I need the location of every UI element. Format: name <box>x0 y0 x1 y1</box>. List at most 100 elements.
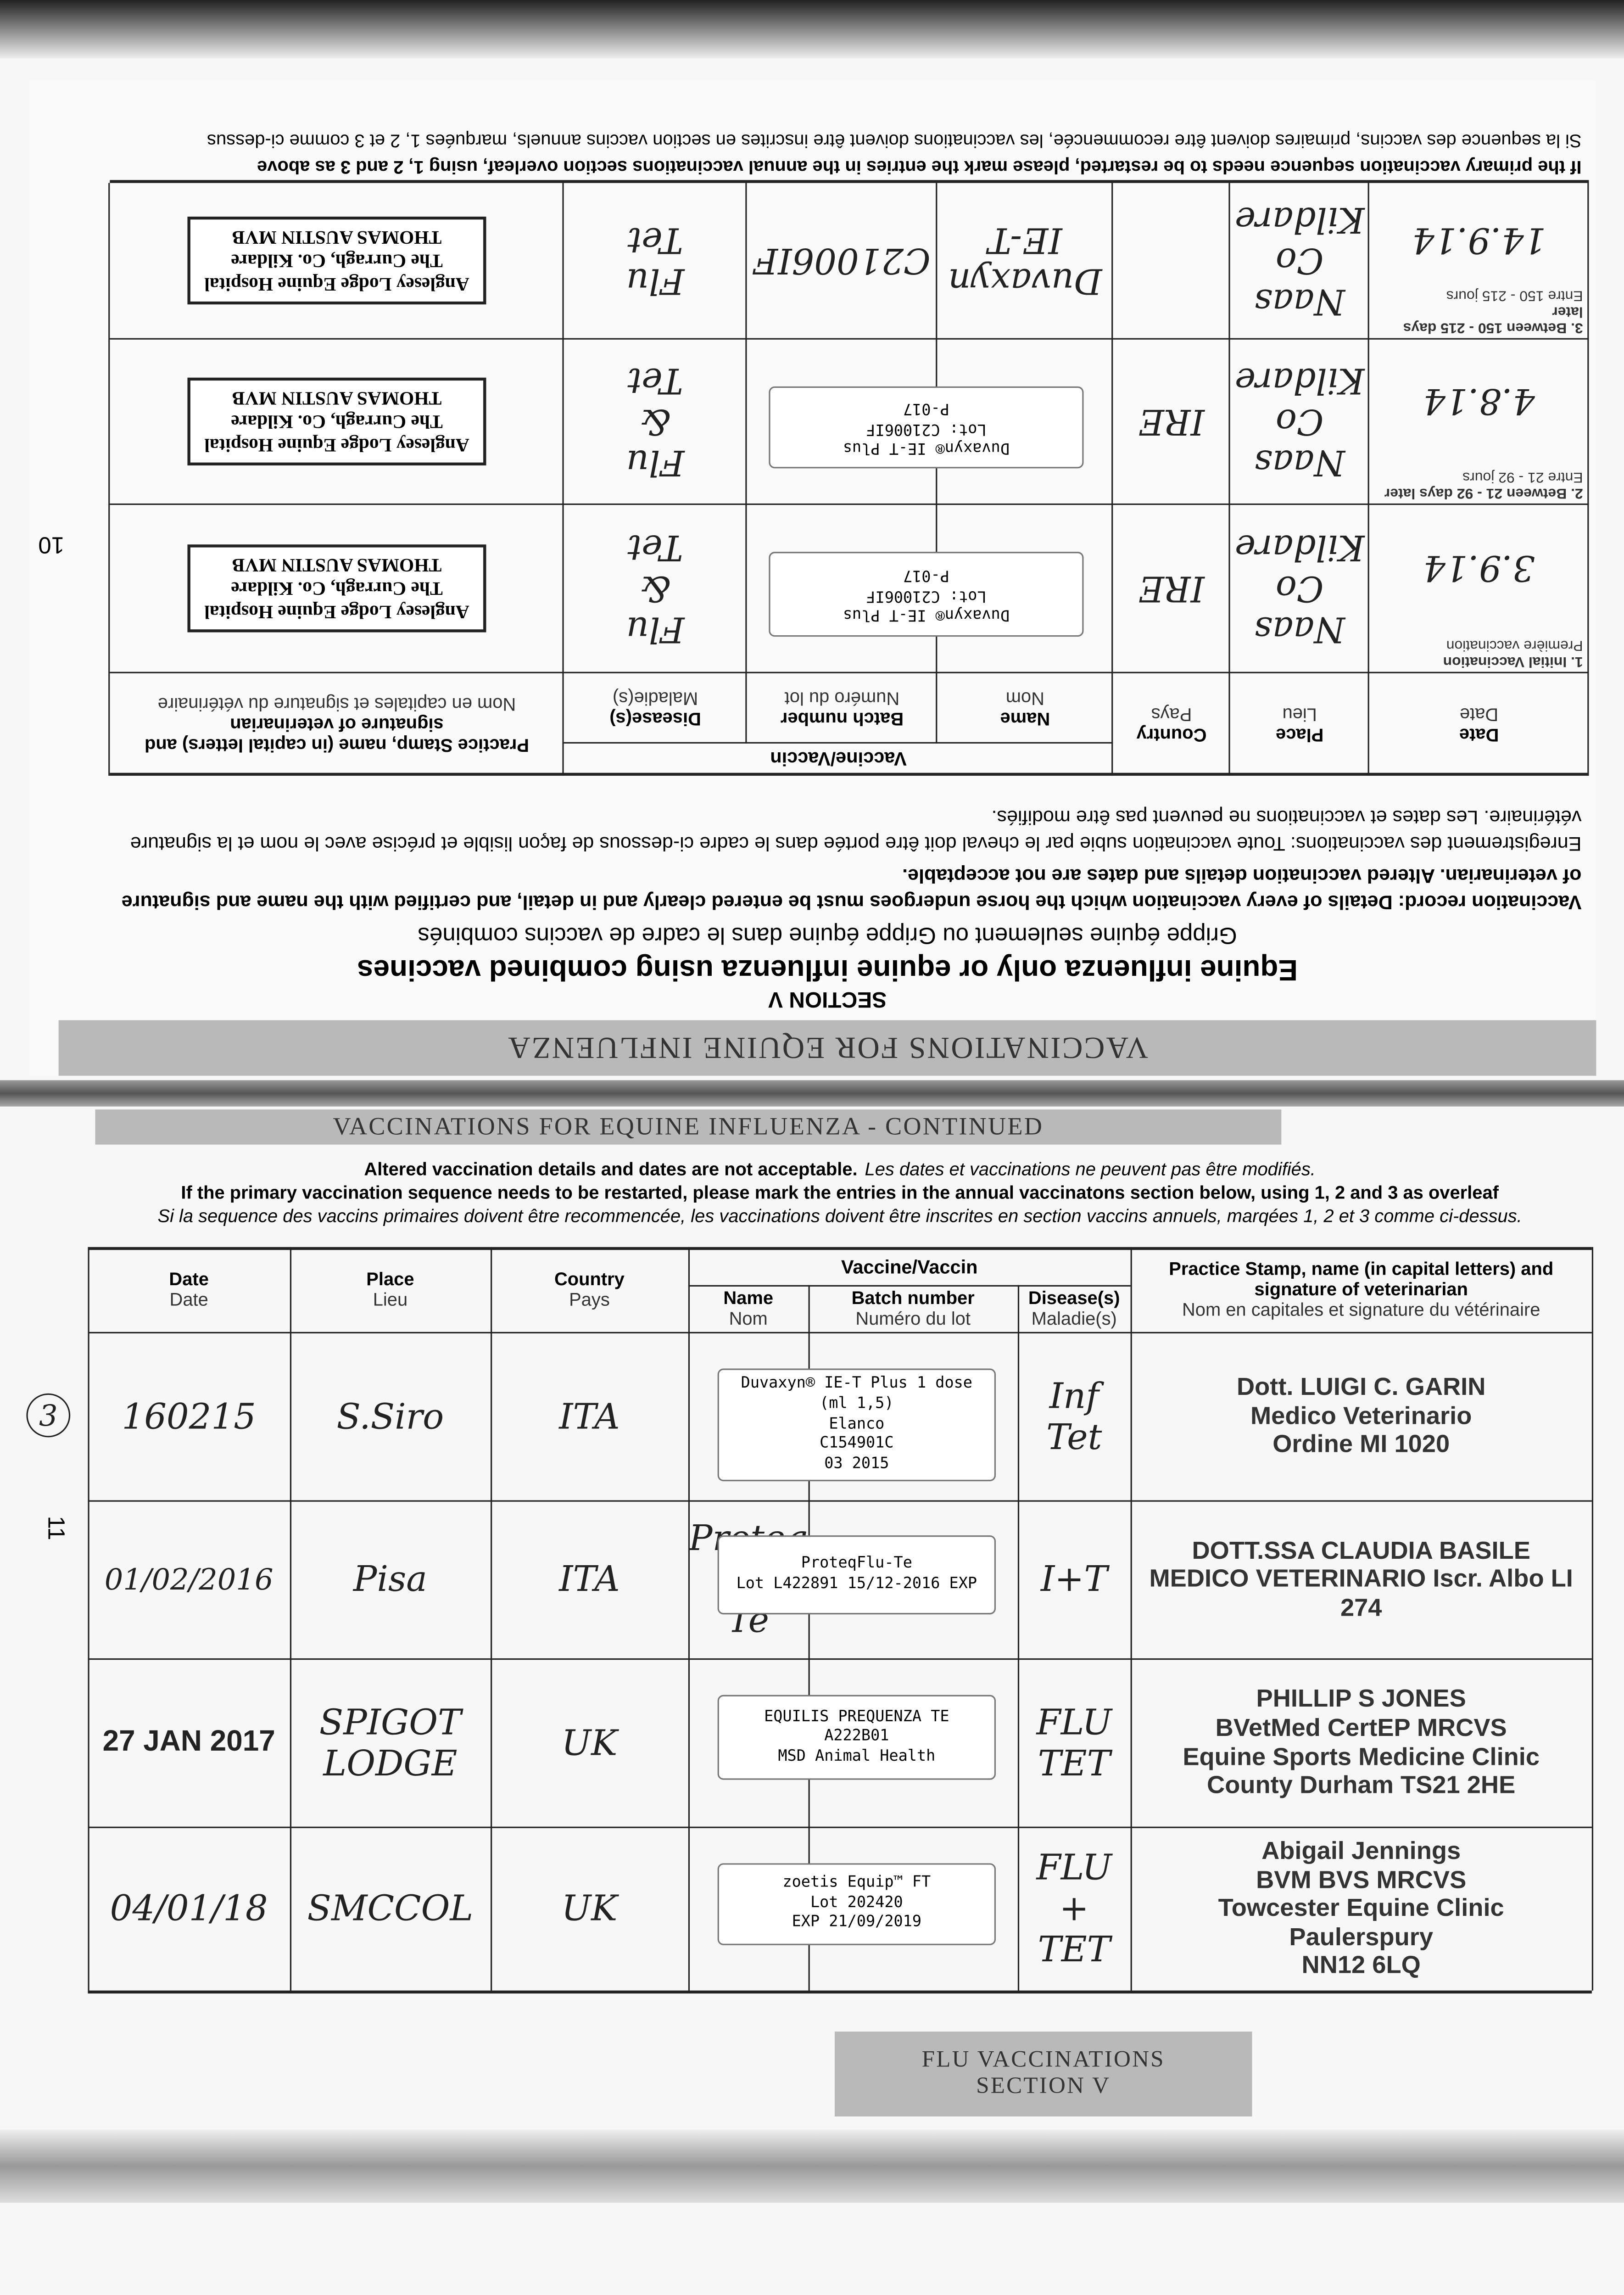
stamp-text: Equine Sports Medicine Clinic <box>1183 1742 1540 1770</box>
practice-stamp: DOTT.SSA CLAUDIA BASILE MEDICO VETERINARI… <box>1139 1536 1583 1622</box>
footer-band: FLU VACCINATIONS SECTION V <box>834 2032 1252 2117</box>
sticker-text: zoetis Equip™ FT <box>782 1874 931 1892</box>
header-en: Country <box>554 1269 625 1290</box>
stamp-cell: DOTT.SSA CLAUDIA BASILE MEDICO VETERINARI… <box>1131 1500 1592 1658</box>
date-cell: 27 JAN 2017 <box>88 1658 290 1827</box>
date-cell: 04/01/18 <box>88 1827 290 1991</box>
sticker-text: Elanco <box>829 1415 885 1433</box>
disease-text: + TET <box>1038 1888 1111 1970</box>
stamp-text: County Durham TS21 2HE <box>1207 1771 1516 1799</box>
footer-text: SECTION V <box>976 2074 1111 2099</box>
header-text: VACCINATIONS FOR EQUINE INFLUENZA - CONT… <box>333 1112 1044 1141</box>
header-fr: Nom <box>729 1308 768 1329</box>
header-fr: Lieu <box>373 1289 408 1310</box>
rule <box>491 1247 492 1991</box>
book-gutter <box>0 1080 1624 1107</box>
rule <box>808 1285 810 1991</box>
stamp-text: Ordine MI 1020 <box>1272 1430 1450 1458</box>
rule <box>688 1247 690 1991</box>
place-text: SPIGOT <box>319 1701 462 1743</box>
header-fr: Nom en capitales et signature du vétérin… <box>1182 1299 1540 1321</box>
vaccine-sticker: ProteqFlu-Te Lot L422891 15/12-2016 EXP <box>717 1535 996 1614</box>
column-header: Place Lieu <box>290 1247 491 1332</box>
date-text: 27 JAN 2017 <box>102 1725 275 1758</box>
place-cell: SMCCOL <box>290 1827 491 1991</box>
stamp-cell: Abigail Jennings BVM BVS MRCVS Towcester E… <box>1131 1827 1592 1991</box>
vaccine-sticker: zoetis Equip™ FT Lot 202420 EXP 21/09/2019 <box>717 1863 996 1945</box>
rule <box>688 1285 1131 1287</box>
stamp-text: Towcester Equine Clinic <box>1218 1894 1504 1922</box>
sticker-text: A222B01 <box>824 1727 889 1745</box>
note-fr: Si la sequence des vaccins primaires doi… <box>157 1206 1522 1227</box>
stamp-cell: Dott. LUIGI C. GARIN Medico Veterinario Or… <box>1131 1332 1592 1500</box>
sticker-text: 03 2015 <box>824 1455 889 1472</box>
header-en: Practice Stamp, name (in capital letters… <box>1169 1259 1554 1300</box>
disease-cell: FLU + TET <box>1018 1827 1131 1991</box>
row-marker: 3 <box>26 1393 71 1437</box>
sticker-text: ProteqFlu-Te <box>801 1554 912 1573</box>
practice-stamp: Abigail Jennings BVM BVS MRCVS Towcester E… <box>1218 1837 1504 1980</box>
rule <box>88 1500 1592 1502</box>
disease-cell: Inf Tet <box>1018 1332 1131 1500</box>
header-fr: Pays <box>569 1289 610 1310</box>
sticker-text: C154901C <box>820 1434 894 1452</box>
disease-cell: I+T <box>1018 1500 1131 1658</box>
place-text: S.Siro <box>336 1395 444 1437</box>
disease-text: I+T <box>1040 1559 1108 1600</box>
place-text: SMCCOL <box>307 1888 474 1929</box>
sticker-text: Lot L422891 15/12-2016 EXP <box>736 1574 977 1592</box>
sticker-text: EQUILIS PREQUENZA TE <box>764 1707 949 1725</box>
disease-text: Tet <box>1046 1416 1102 1457</box>
date-text: 160215 <box>122 1395 256 1437</box>
note-fr: Les dates et vaccinations ne peuvent pas… <box>865 1159 1316 1180</box>
header-fr: Numéro du lot <box>855 1308 971 1329</box>
rule <box>88 1658 1592 1660</box>
rule <box>88 1247 1592 1249</box>
place-text: Pisa <box>353 1559 427 1600</box>
rule <box>88 1990 1592 1992</box>
header-fr: Date <box>169 1289 208 1310</box>
header-fr: Maladie(s) <box>1031 1308 1117 1329</box>
header-en: Date <box>169 1269 209 1290</box>
vaccine-sticker: EQUILIS PREQUENZA TE A222B01 MSD Animal He… <box>717 1695 996 1780</box>
country-cell: ITA <box>491 1332 688 1500</box>
country-text: UK <box>561 1888 618 1929</box>
note: If the primary vaccination sequence need… <box>181 1182 1499 1203</box>
stamp-text: BVM BVS MRCVS <box>1256 1865 1467 1894</box>
disease-text: FLU <box>1036 1847 1112 1888</box>
disease-text: FLU <box>1036 1701 1112 1743</box>
column-header: Batch number Numéro du lot <box>809 1285 1018 1332</box>
vaccine-group-header: Vaccine/Vaccin <box>688 1247 1131 1285</box>
place-cell: SPIGOT LODGE <box>290 1658 491 1827</box>
column-header: Disease(s) Maladie(s) <box>1018 1285 1131 1332</box>
stamp-text: Medico Veterinario <box>1250 1401 1472 1430</box>
sticker-text: Lot 202420 <box>810 1893 903 1911</box>
rule <box>1130 1247 1132 1991</box>
rule <box>1017 1285 1020 1991</box>
country-text: ITA <box>559 1559 620 1600</box>
header-en: Disease(s) <box>1028 1288 1120 1309</box>
marker-text: 3 <box>39 1397 58 1433</box>
stamp-text: Paulerspury <box>1289 1923 1433 1951</box>
sticker-text: EXP 21/09/2019 <box>792 1914 922 1931</box>
country-cell: UK <box>491 1658 688 1827</box>
page-number: 11 <box>42 1516 67 1540</box>
country-text: ITA <box>559 1395 620 1437</box>
rule <box>290 1247 292 1991</box>
header-text: Vaccine/Vaccin <box>841 1255 978 1277</box>
date-cell: 160215 <box>88 1332 290 1500</box>
sticker-text: MSD Animal Health <box>778 1747 936 1765</box>
stamp-text: BVetMed CertEP MRCVS <box>1215 1713 1507 1742</box>
stamp-text: PHILLIP S JONES <box>1256 1685 1466 1713</box>
note-en: Altered vaccination details and dates ar… <box>364 1159 858 1180</box>
country-cell: UK <box>491 1827 688 1991</box>
section-header-band: VACCINATIONS FOR EQUINE INFLUENZA - CONT… <box>95 1109 1282 1145</box>
disease-text: Inf <box>1049 1375 1099 1416</box>
practice-stamp: Dott. LUIGI C. GARIN Medico Veterinario Or… <box>1237 1373 1485 1459</box>
rule <box>88 1826 1592 1828</box>
column-header: Country Pays <box>491 1247 688 1332</box>
practice-stamp: PHILLIP S JONES BVetMed CertEP MRCVS Equin… <box>1183 1685 1540 1800</box>
rule <box>1591 1247 1594 1991</box>
